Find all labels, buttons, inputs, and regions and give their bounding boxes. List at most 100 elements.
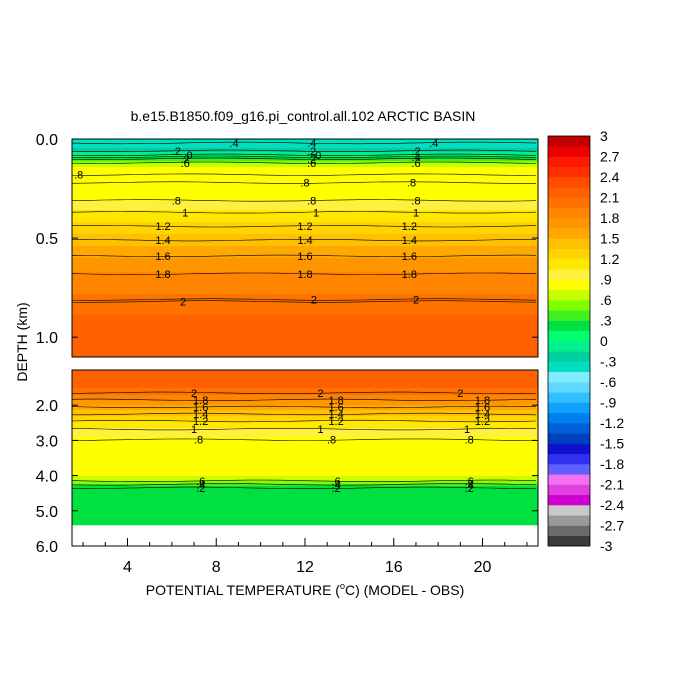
lower-fill-band xyxy=(72,442,538,444)
upper-fill-band xyxy=(72,304,538,306)
upper-fill-band xyxy=(72,349,538,351)
upper-contour-label: 2 xyxy=(413,295,419,307)
upper-contour-line xyxy=(72,157,537,160)
upper-fill-band xyxy=(72,268,538,270)
lower-fill-band xyxy=(72,518,538,520)
lower-contour-label: .2 xyxy=(332,483,341,495)
upper-fill-band xyxy=(72,300,538,302)
x-tick-label: 16 xyxy=(385,559,403,576)
upper-fill-band xyxy=(72,224,538,226)
lower-fill-band xyxy=(72,451,538,453)
lower-fill-band xyxy=(72,385,538,387)
lower-y-tick-label: 6.0 xyxy=(36,539,58,556)
lower-fill-band xyxy=(72,454,538,456)
colorbar-frame xyxy=(547,135,591,547)
lower-fill-band xyxy=(72,418,538,420)
lower-fill-band xyxy=(72,482,538,484)
upper-fill-band xyxy=(72,142,538,144)
upper-fill-band xyxy=(72,215,538,217)
upper-fill-band xyxy=(72,264,538,266)
upper-fill-band xyxy=(72,169,538,171)
chart-title: b.e15.B1850.f09_g16.pi_control.all.102 A… xyxy=(131,108,476,124)
upper-contour-label: .8 xyxy=(300,178,309,190)
upper-fill-band xyxy=(72,311,538,313)
lower-fill-band xyxy=(72,496,538,498)
upper-fill-band xyxy=(72,152,538,154)
colorbar-swatch xyxy=(548,474,590,485)
colorbar-swatch xyxy=(548,494,590,506)
lower-fill-band xyxy=(72,473,538,475)
upper-fill-band xyxy=(72,149,538,151)
upper-fill-band xyxy=(72,250,538,252)
upper-fill-band xyxy=(72,308,538,310)
lower-fill-band xyxy=(72,389,538,391)
upper-fill-band xyxy=(72,170,538,172)
upper-fill-band xyxy=(72,326,538,328)
upper-fill-band xyxy=(72,306,538,308)
upper-panel-frame xyxy=(71,138,539,358)
upper-fill-band xyxy=(72,237,538,239)
upper-fill-band xyxy=(72,287,538,289)
colorbar-swatch xyxy=(548,382,590,393)
x-tick-label: 20 xyxy=(474,559,492,576)
upper-contour-label: 1 xyxy=(182,207,188,219)
upper-fill-band xyxy=(72,176,538,178)
lower-fill-band xyxy=(72,519,538,521)
lower-fill-band xyxy=(72,430,538,432)
upper-fill-band xyxy=(72,143,538,145)
colorbar-label: 1.5 xyxy=(600,231,620,247)
upper-fill-band xyxy=(72,299,538,301)
colorbar-label: -1.2 xyxy=(600,415,624,431)
upper-fill-band xyxy=(72,295,538,297)
upper-fill-band xyxy=(72,148,538,150)
lower-contour-label: .2 xyxy=(465,483,474,495)
colorbar-label: 2.4 xyxy=(600,169,620,185)
lower-fill-band xyxy=(72,506,538,508)
lower-fill-band xyxy=(72,479,538,481)
lower-fill-band xyxy=(72,507,538,509)
upper-fill-band xyxy=(72,283,538,285)
upper-contour-label: 1.4 xyxy=(402,235,417,247)
upper-contour-label: .8 xyxy=(74,170,83,182)
upper-contour-label: 1.8 xyxy=(297,269,312,281)
upper-fill-band xyxy=(72,181,538,183)
upper-fill-band xyxy=(72,253,538,255)
upper-fill-band xyxy=(72,281,538,283)
lower-fill-band xyxy=(72,376,538,378)
upper-fill-band xyxy=(72,234,538,236)
lower-fill-band xyxy=(72,373,538,375)
upper-y-tick-label: 1.0 xyxy=(36,330,58,347)
lower-fill-band xyxy=(72,491,538,493)
lower-fill-band xyxy=(72,438,538,440)
upper-fill-band xyxy=(72,352,538,354)
colorbar-swatch xyxy=(548,259,590,270)
upper-fill-band xyxy=(72,261,538,263)
upper-fill-band xyxy=(72,218,538,220)
lower-contour-label: 1.6 xyxy=(328,402,343,414)
upper-fill-band xyxy=(72,302,538,304)
colorbar xyxy=(547,135,591,547)
upper-fill-band xyxy=(72,317,538,319)
upper-contour-label: 1.6 xyxy=(155,251,170,263)
lower-fill-band xyxy=(72,517,538,519)
upper-contour-line xyxy=(72,211,537,214)
upper-fill-band xyxy=(72,155,538,157)
upper-fill-band xyxy=(72,313,538,315)
colorbar-label: -1.8 xyxy=(600,456,624,472)
upper-contour-line xyxy=(72,173,537,176)
lower-fill-band xyxy=(72,370,538,372)
upper-contour-label: .8 xyxy=(411,195,420,207)
lower-fill-band xyxy=(72,514,538,516)
upper-y-tick-label: 0.5 xyxy=(36,231,58,248)
upper-fill-band xyxy=(72,195,538,197)
upper-fill-band xyxy=(72,245,538,247)
lower-fill-band xyxy=(72,437,538,439)
colorbar-label: -1.5 xyxy=(600,436,624,452)
upper-fill-band xyxy=(72,173,538,175)
lower-fill-band xyxy=(72,403,538,405)
upper-fill-band xyxy=(72,255,538,257)
upper-fill-band xyxy=(72,321,538,323)
upper-fill-band xyxy=(72,293,538,295)
upper-contour-line xyxy=(72,181,537,184)
upper-contour-label: .4 xyxy=(229,138,238,150)
